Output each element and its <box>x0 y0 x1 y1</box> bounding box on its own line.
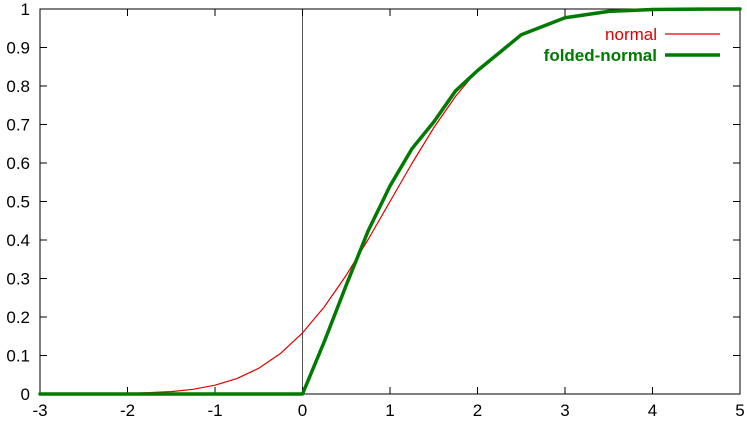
x-tick-label: -2 <box>120 401 135 420</box>
x-tick-label: 2 <box>473 401 482 420</box>
y-tick-label: 0.7 <box>6 116 30 135</box>
x-tick-label: -3 <box>32 401 47 420</box>
series-line-normal <box>39 8 741 395</box>
series-line-folded-normal <box>38 7 742 396</box>
legend: normal folded-normal <box>544 25 720 65</box>
legend-label: normal <box>605 25 657 44</box>
y-tick-label: 0.9 <box>6 39 30 58</box>
y-tick-label: 0.6 <box>6 154 30 173</box>
y-tick-label: 1 <box>21 0 30 19</box>
x-tick-label: 0 <box>298 401 307 420</box>
y-tick-label: 0.1 <box>6 347 30 366</box>
x-tick-label: 4 <box>648 401 657 420</box>
x-tick-label: 3 <box>560 401 569 420</box>
y-tick-label: 0.5 <box>6 193 30 212</box>
x-tick-label: -1 <box>207 401 222 420</box>
series-layer <box>38 7 742 396</box>
y-tick-label: 0.3 <box>6 270 30 289</box>
y-tick-label: 0.4 <box>6 231 30 250</box>
x-tick-label: 5 <box>735 401 744 420</box>
legend-label: folded-normal <box>544 46 657 65</box>
y-tick-label: 0 <box>21 385 30 404</box>
ticks-layer: -3 -2 -1 0 1 2 3 4 5 0 0.1 0.2 0.3 0.4 0.5 0.6 0.7 0.8 0.9… <box>6 0 744 420</box>
y-tick-label: 0.8 <box>6 77 30 96</box>
y-tick-label: 0.2 <box>6 308 30 327</box>
x-tick-label: 1 <box>385 401 394 420</box>
